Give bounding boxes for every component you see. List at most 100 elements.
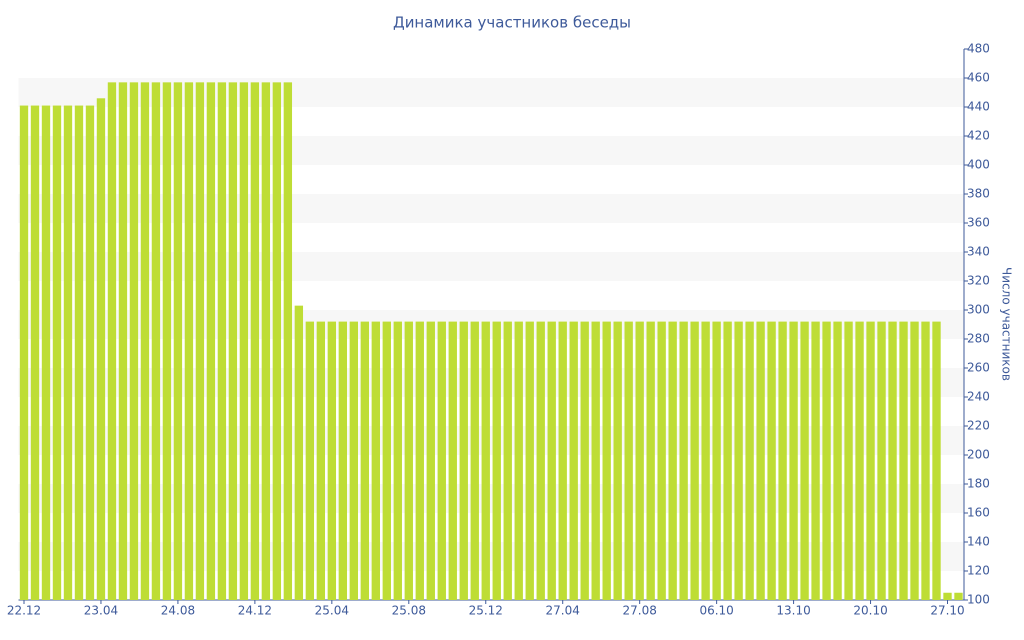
bar (30, 105, 40, 601)
bar (855, 321, 864, 600)
y-tick-label: 480 (967, 42, 990, 56)
bar (877, 321, 886, 600)
y-tick-label: 200 (967, 448, 990, 462)
bar (910, 321, 919, 600)
bar (756, 321, 765, 600)
grid-band (18, 310, 964, 339)
bar (327, 321, 337, 600)
bar (844, 321, 853, 600)
bar (591, 321, 600, 600)
y-tick-label: 360 (967, 216, 990, 230)
bar (74, 105, 84, 601)
y-tick-label: 460 (967, 71, 990, 85)
bar (866, 321, 875, 600)
grid-band (18, 484, 964, 513)
bar (888, 321, 897, 600)
x-tick-label: 13.10 (776, 604, 810, 618)
bar (338, 321, 348, 600)
x-tick-label: 22.12 (7, 604, 41, 618)
bar (228, 82, 238, 601)
y-tick-label: 220 (967, 419, 990, 433)
bar (800, 321, 809, 600)
bar (195, 82, 205, 601)
x-tick-label: 24.12 (238, 604, 272, 618)
y-tick-label: 260 (967, 361, 990, 375)
bar (547, 321, 556, 600)
bar (140, 82, 150, 601)
bar (448, 321, 457, 600)
grid-band (18, 78, 964, 107)
bar (569, 321, 578, 600)
grid-band (18, 542, 964, 571)
bar (184, 82, 194, 601)
y-tick-label: 100 (967, 593, 990, 607)
y-tick-label: 440 (967, 100, 990, 114)
bar (85, 105, 95, 601)
bar (679, 321, 688, 600)
bar (943, 592, 952, 600)
bar (151, 82, 161, 601)
bar (283, 82, 293, 601)
bar (789, 321, 798, 600)
y-tick-label: 380 (967, 187, 990, 201)
bar (415, 321, 424, 600)
bar (250, 82, 260, 601)
y-tick-label: 340 (967, 245, 990, 259)
bar (393, 321, 402, 600)
bar (580, 321, 589, 600)
grid-band (18, 136, 964, 165)
y-tick-label: 420 (967, 129, 990, 143)
bar (745, 321, 754, 600)
y-tick-label: 120 (967, 564, 990, 578)
x-tick-label: 27.08 (622, 604, 656, 618)
x-tick-label: 27.04 (546, 604, 580, 618)
bar (349, 321, 359, 600)
x-tick-label: 06.10 (699, 604, 733, 618)
y-tick-label: 320 (967, 274, 990, 288)
bar (778, 321, 787, 600)
bar (921, 321, 930, 600)
bar (305, 321, 315, 600)
x-tick-label: 24.08 (161, 604, 195, 618)
x-tick-label: 25.12 (469, 604, 503, 618)
bar (668, 321, 677, 600)
bar (646, 321, 655, 600)
bar (52, 105, 62, 601)
bar (558, 321, 567, 600)
y-tick-label: 140 (967, 535, 990, 549)
bar (261, 82, 271, 601)
x-tick-label: 20.10 (853, 604, 887, 618)
bar (690, 321, 699, 600)
bar (129, 82, 139, 601)
grid-band (18, 368, 964, 397)
bar (19, 105, 29, 601)
bar (459, 321, 468, 600)
bar (294, 305, 304, 600)
bar (239, 82, 249, 601)
bar (360, 321, 369, 600)
bar (811, 321, 820, 600)
x-tick-label: 27.10 (930, 604, 964, 618)
bar (107, 82, 117, 601)
bar (63, 105, 73, 601)
bar (767, 321, 776, 600)
bar (701, 321, 710, 600)
bar (932, 321, 941, 600)
grid-band (18, 426, 964, 455)
bar (492, 321, 501, 600)
bar (272, 82, 282, 601)
bar (118, 82, 128, 601)
bar (954, 592, 963, 600)
bar (536, 321, 545, 600)
y-tick-label: 180 (967, 477, 990, 491)
bar (822, 321, 831, 600)
y-tick-label: 280 (967, 332, 990, 346)
bar (503, 321, 512, 600)
bar (404, 321, 413, 600)
bar (162, 82, 172, 601)
bar (723, 321, 732, 600)
x-tick-label: 25.08 (392, 604, 426, 618)
bar (481, 321, 490, 600)
bar (173, 82, 183, 601)
